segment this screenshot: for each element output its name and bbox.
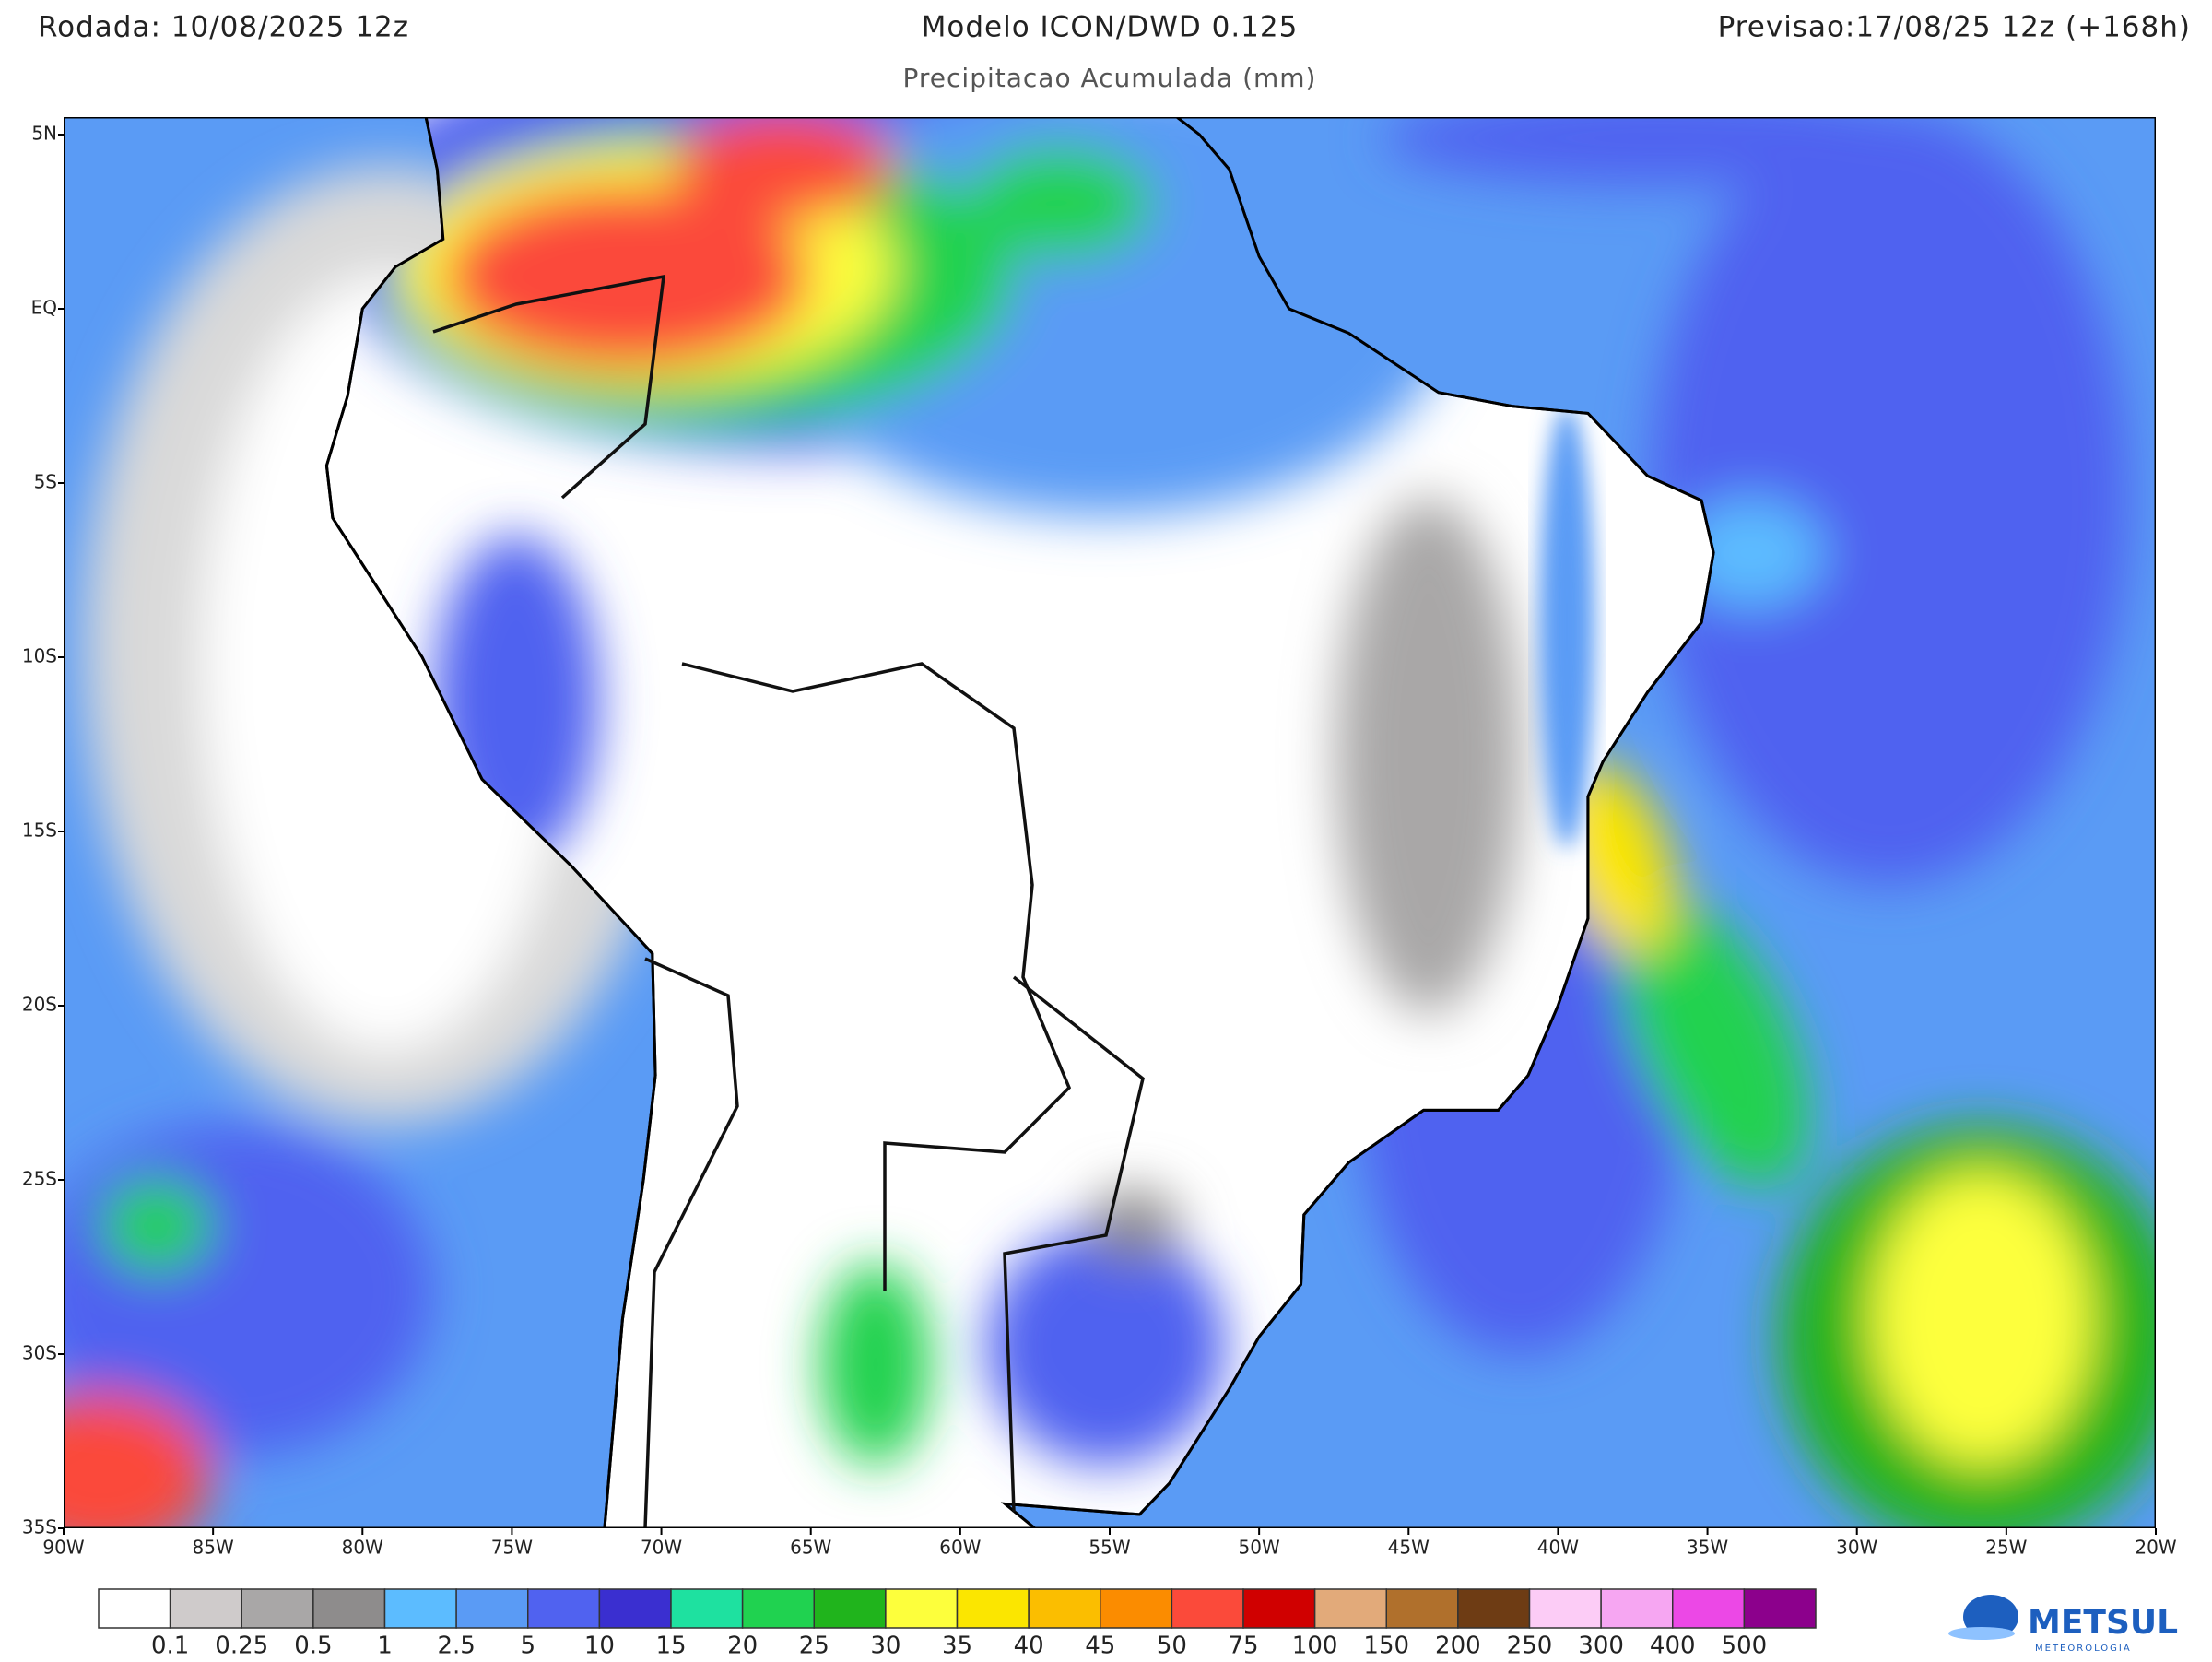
colorbar-swatch xyxy=(1100,1588,1173,1629)
colorbar-swatch xyxy=(1242,1588,1316,1629)
colorbar-label: 30 xyxy=(870,1633,900,1660)
colorbar-swatch xyxy=(455,1588,529,1629)
colorbar-label: 20 xyxy=(727,1633,758,1660)
lon-label: 40W xyxy=(1537,1537,1579,1559)
colorbar-swatch xyxy=(1385,1588,1459,1629)
colorbar-label: 0.25 xyxy=(215,1633,268,1660)
colorbar-swatch xyxy=(1028,1588,1101,1629)
lat-label: 5S xyxy=(34,471,57,493)
lat-label: 10S xyxy=(22,645,57,667)
logo-name: METSUL xyxy=(2028,1604,2178,1642)
colorbar-label: 200 xyxy=(1435,1633,1481,1660)
lon-label: 20W xyxy=(2135,1537,2176,1559)
map-field xyxy=(64,117,2156,1528)
colorbar-swatch xyxy=(956,1588,1030,1629)
run-label: Rodada: 10/08/2025 12z xyxy=(38,11,409,44)
lat-label: 25S xyxy=(22,1168,57,1190)
colorbar-label: 45 xyxy=(1085,1633,1115,1660)
colorbar-swatch xyxy=(670,1588,744,1629)
colorbar-label: 400 xyxy=(1650,1633,1696,1660)
colorbar-label: 2.5 xyxy=(437,1633,475,1660)
lon-label: 55W xyxy=(1088,1537,1130,1559)
country-borders xyxy=(432,274,1145,1528)
lon-label: 80W xyxy=(342,1537,383,1559)
logo: METSUL METEOROLOGIA xyxy=(1948,1595,2178,1654)
lon-label: 30W xyxy=(1836,1537,1877,1559)
lat-label: 5N xyxy=(31,123,57,145)
map-subtitle: Precipitacao Acumulada (mm) xyxy=(903,63,1317,93)
colorbar-swatch xyxy=(98,1588,171,1629)
colorbar-swatch xyxy=(383,1588,457,1629)
lon-label: 50W xyxy=(1239,1537,1280,1559)
colorbar-swatch xyxy=(1743,1588,1817,1629)
colorbar-label: 100 xyxy=(1292,1633,1338,1660)
colorbar-label: 300 xyxy=(1578,1633,1624,1660)
colorbar-swatch xyxy=(1600,1588,1674,1629)
colorbar-swatch xyxy=(1171,1588,1244,1629)
colorbar-label: 75 xyxy=(1228,1633,1258,1660)
lon-label: 70W xyxy=(641,1537,682,1559)
lon-label: 25W xyxy=(1985,1537,2027,1559)
lon-label: 60W xyxy=(939,1537,981,1559)
colorbar-swatch xyxy=(885,1588,959,1629)
colorbar-swatch xyxy=(1528,1588,1602,1629)
lat-label: 15S xyxy=(22,819,57,842)
colorbar-label: 5 xyxy=(520,1633,535,1660)
colorbar-label: 10 xyxy=(584,1633,615,1660)
colorbar-label: 500 xyxy=(1722,1633,1768,1660)
colorbar-swatch xyxy=(1313,1588,1387,1629)
colorbar-label: 40 xyxy=(1014,1633,1044,1660)
lon-label: 65W xyxy=(790,1537,831,1559)
colorbar-swatch xyxy=(598,1588,672,1629)
colorbar-label: 50 xyxy=(1157,1633,1187,1660)
colorbar-label: 150 xyxy=(1363,1633,1409,1660)
colorbar-label: 25 xyxy=(799,1633,830,1660)
lon-label: 90W xyxy=(42,1537,84,1559)
colorbar-swatch xyxy=(241,1588,314,1629)
lat-label: EQ xyxy=(31,297,57,319)
colorbar-swatch xyxy=(741,1588,815,1629)
colorbar-label: 0.5 xyxy=(294,1633,332,1660)
colorbar-swatch xyxy=(527,1588,601,1629)
logo-swoosh xyxy=(1948,1627,2015,1640)
colorbar-label: 250 xyxy=(1507,1633,1553,1660)
lon-label: 35W xyxy=(1687,1537,1728,1559)
colorbar-label: 15 xyxy=(655,1633,686,1660)
colorbar: 0.1 0.25 0.5 1 2.5 5 10 15 20 25 30 35 40 45 50 75 100 15… xyxy=(98,1588,1817,1660)
lon-label: 75W xyxy=(491,1537,533,1559)
lon-label: 45W xyxy=(1388,1537,1430,1559)
colorbar-swatch xyxy=(813,1588,887,1629)
colorbar-swatch xyxy=(312,1588,386,1629)
lat-label: 30S xyxy=(22,1342,57,1364)
colorbar-label: 35 xyxy=(942,1633,972,1660)
colorbar-label: 1 xyxy=(377,1633,393,1660)
lon-label: 85W xyxy=(193,1537,234,1559)
colorbar-label: 0.1 xyxy=(151,1633,189,1660)
colorbar-swatch xyxy=(169,1588,242,1629)
lat-label: 20S xyxy=(22,994,57,1016)
colorbar-swatch xyxy=(1457,1588,1531,1629)
coastline xyxy=(324,117,1715,1528)
colorbar-swatch xyxy=(1672,1588,1746,1629)
logo-tagline: METEOROLOGIA xyxy=(2035,1644,2132,1654)
forecast-label: Previsao:17/08/25 12z (+168h) xyxy=(1718,11,2191,44)
map-title: Modelo ICON/DWD 0.125 xyxy=(922,11,1299,44)
lat-label: 35S xyxy=(22,1516,57,1538)
